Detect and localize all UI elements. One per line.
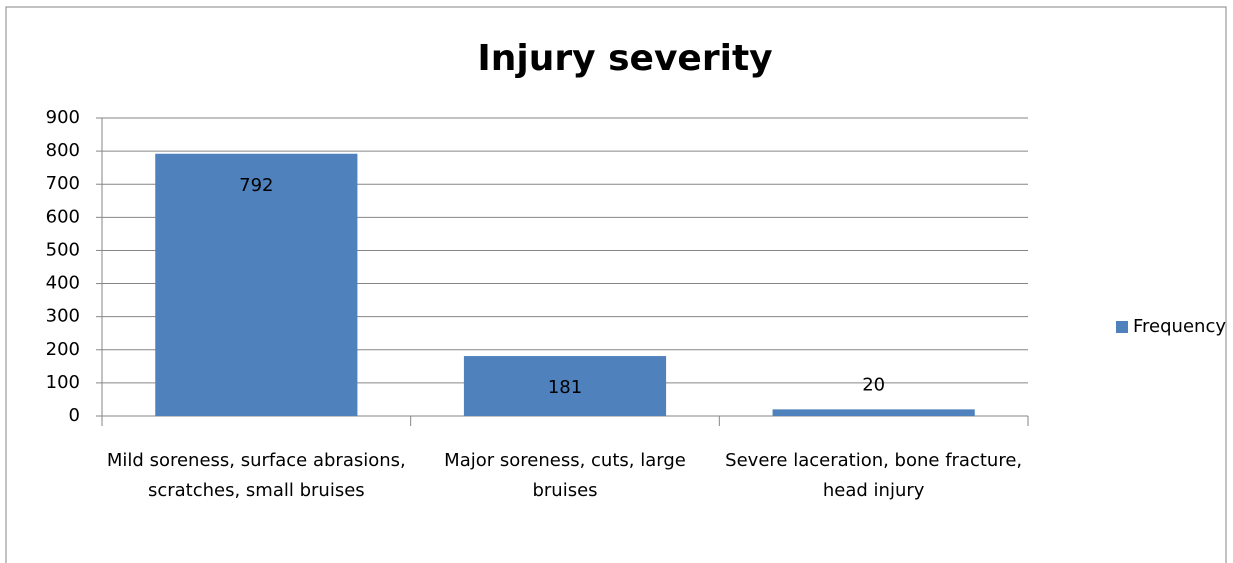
chart-title: Injury severity	[477, 38, 772, 79]
y-tick-label: 600	[46, 206, 80, 227]
y-tick-label: 900	[46, 107, 80, 128]
y-tick-label: 100	[46, 372, 80, 393]
y-tick-label: 800	[46, 140, 80, 161]
bar	[772, 409, 975, 416]
legend-label: Frequency	[1133, 316, 1226, 337]
x-tick-label: Major soreness, cuts, large bruises	[444, 450, 686, 501]
y-tick-label: 500	[46, 239, 80, 260]
bar	[155, 153, 358, 416]
y-tick-label: 200	[46, 339, 80, 360]
y-tick-label: 400	[46, 273, 80, 294]
y-tick-label: 700	[46, 173, 80, 194]
data-label: 181	[548, 377, 582, 398]
x-tick-label: Mild soreness, surface abrasions, scratch…	[107, 450, 406, 501]
chart-frame	[5, 6, 1227, 563]
y-tick-label: 0	[69, 405, 80, 426]
bar	[463, 356, 667, 416]
legend-swatch	[1116, 321, 1128, 333]
y-tick-label: 300	[46, 306, 80, 327]
data-label: 792	[239, 175, 273, 196]
data-label: 20	[862, 374, 885, 395]
x-tick-label: Severe laceration, bone fracture, head in…	[725, 450, 1022, 501]
